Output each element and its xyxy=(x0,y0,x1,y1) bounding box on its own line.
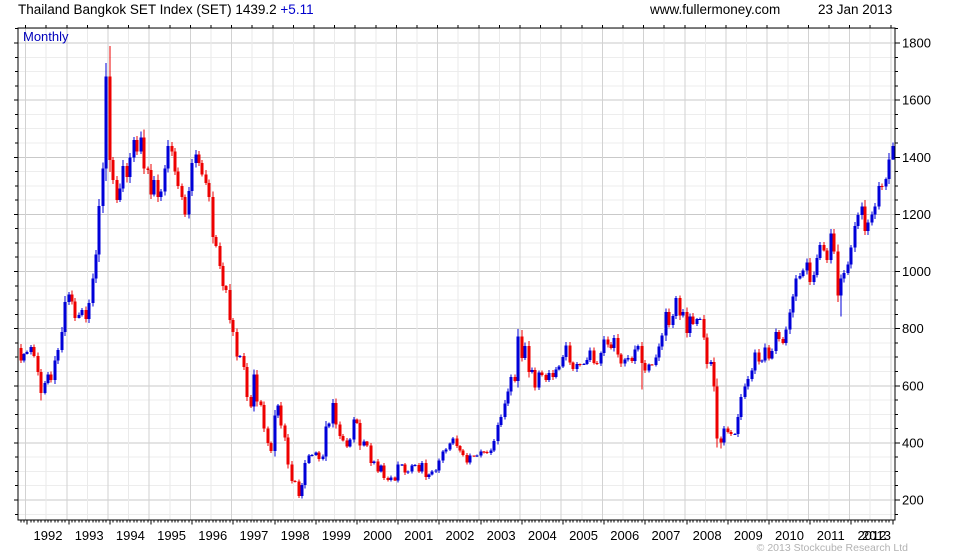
timeframe-label: Monthly xyxy=(23,29,69,44)
chart-title: Thailand Bangkok SET Index (SET) 1439.2 … xyxy=(18,2,314,17)
candles xyxy=(19,46,895,499)
svg-text:200: 200 xyxy=(902,493,924,508)
svg-text:2002: 2002 xyxy=(445,528,474,543)
svg-text:1993: 1993 xyxy=(75,528,104,543)
svg-text:2004: 2004 xyxy=(528,528,557,543)
svg-text:600: 600 xyxy=(902,378,924,393)
svg-text:2008: 2008 xyxy=(693,528,722,543)
svg-text:2001: 2001 xyxy=(404,528,433,543)
svg-text:1995: 1995 xyxy=(157,528,186,543)
svg-text:1400: 1400 xyxy=(902,150,931,165)
svg-text:1800: 1800 xyxy=(902,36,931,51)
y-axis: 200 400 600 800 1000 1200 1400 1600 1800 xyxy=(14,28,931,515)
website-text: www.fullermoney.com xyxy=(650,2,781,17)
svg-text:2011: 2011 xyxy=(817,528,845,543)
svg-text:2006: 2006 xyxy=(610,528,639,543)
svg-text:2013: 2013 xyxy=(862,528,891,543)
date-label: 23 Jan 2013 xyxy=(818,2,893,17)
svg-text:1996: 1996 xyxy=(198,528,227,543)
x-axis: 1992 1993 1994 1995 1996 1997 1998 1999 2000 2001… xyxy=(20,25,894,543)
svg-text:2012: 2012 xyxy=(857,528,886,543)
svg-text:1600: 1600 xyxy=(902,93,931,108)
copyright-text: © 2013 Stockcube Research Ltd xyxy=(756,542,908,554)
svg-text:1997: 1997 xyxy=(239,528,268,543)
svg-text:1998: 1998 xyxy=(281,528,310,543)
svg-text:2009: 2009 xyxy=(734,528,763,543)
svg-text:2005: 2005 xyxy=(569,528,598,543)
svg-text:1992: 1992 xyxy=(34,528,63,543)
chart-title-text: Thailand Bangkok SET Index (SET) 1439.2 xyxy=(18,2,277,17)
svg-text:2007: 2007 xyxy=(651,528,680,543)
svg-text:1000: 1000 xyxy=(902,264,931,279)
svg-text:1999: 1999 xyxy=(322,528,351,543)
svg-text:400: 400 xyxy=(902,435,924,450)
grid-lines xyxy=(18,28,895,520)
price-change: +5.11 xyxy=(280,2,314,17)
svg-text:2003: 2003 xyxy=(487,528,516,543)
svg-text:1200: 1200 xyxy=(902,207,931,222)
svg-text:2000: 2000 xyxy=(363,528,392,543)
svg-text:1994: 1994 xyxy=(116,528,145,543)
svg-text:800: 800 xyxy=(902,321,924,336)
svg-text:2010: 2010 xyxy=(775,528,804,543)
